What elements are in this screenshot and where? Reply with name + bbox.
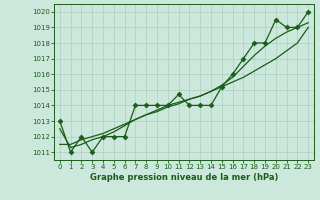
X-axis label: Graphe pression niveau de la mer (hPa): Graphe pression niveau de la mer (hPa) xyxy=(90,173,278,182)
